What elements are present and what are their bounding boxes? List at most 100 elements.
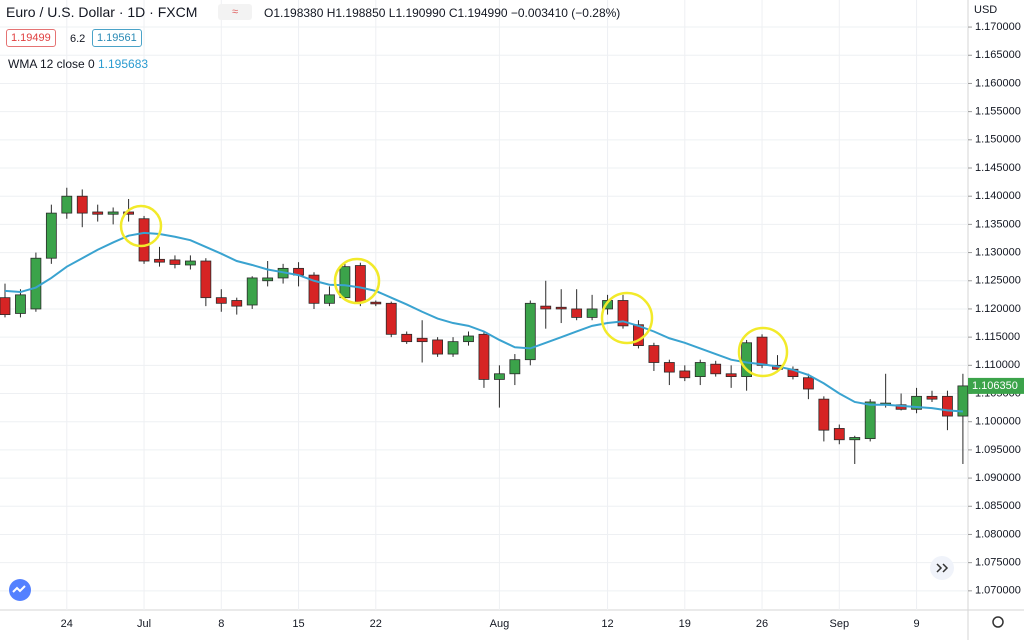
y-tick-label: 1.075000	[975, 557, 1021, 569]
candle-body	[200, 260, 212, 299]
compare-icon: ≈	[232, 6, 238, 18]
x-tick-label: Aug	[490, 618, 510, 630]
candle-body	[957, 385, 969, 417]
y-tick-label: 1.115000	[975, 331, 1020, 343]
y-tick-label: 1.145000	[975, 162, 1021, 174]
candle-body	[725, 373, 737, 377]
y-tick-label: 1.085000	[975, 500, 1021, 512]
y-tick-label: 1.120000	[975, 303, 1021, 315]
candle-body	[432, 339, 444, 355]
y-tick-label: 1.080000	[975, 528, 1021, 540]
candle-body	[617, 300, 629, 327]
candle-body	[555, 306, 567, 310]
candle-body	[123, 211, 134, 215]
x-tick-label: 24	[61, 618, 73, 630]
spread: 6.2	[70, 33, 86, 45]
indicator-value: 1.195683	[98, 57, 149, 71]
candle-body	[864, 401, 876, 440]
y-tick-label: 1.155000	[975, 106, 1021, 118]
candle-body	[447, 341, 459, 355]
y-tick-label: 1.110000	[975, 359, 1020, 371]
highlight-circle	[333, 257, 381, 305]
x-tick-label: Jul	[137, 618, 151, 630]
candle-body	[741, 342, 752, 377]
candle-body	[370, 301, 382, 305]
x-tick-label: 8	[218, 618, 224, 630]
wma-line	[4, 231, 963, 413]
last-price-tag	[968, 377, 1024, 394]
candle-body	[385, 302, 397, 335]
scroll-icon	[936, 563, 949, 573]
symbol-title: Euro / U.S. Dollar · 1D · FXCM	[6, 4, 198, 20]
candle-body	[648, 345, 660, 363]
candle-body	[215, 297, 227, 304]
candle-body	[756, 336, 768, 366]
candle-body	[107, 211, 119, 215]
y-tick-label: 1.090000	[975, 472, 1021, 484]
candle-body	[30, 257, 42, 310]
sell-button[interactable]: 1.19499	[6, 29, 56, 47]
candle-body	[184, 260, 196, 266]
candle-body	[15, 294, 26, 314]
highlight-circle	[737, 326, 789, 378]
candle-body	[308, 274, 320, 304]
y-tick-label: 1.160000	[975, 77, 1021, 89]
candle-body	[849, 437, 861, 441]
y-tick-label: 1.165000	[975, 49, 1021, 61]
candle-body	[663, 362, 675, 373]
candle-body	[169, 259, 181, 265]
candle-body	[61, 195, 73, 214]
candle-body	[154, 258, 165, 263]
candle-body	[339, 266, 351, 299]
compare-button[interactable]	[218, 4, 252, 20]
y-tick-label: 1.100000	[975, 416, 1021, 428]
x-tick-label: 22	[370, 618, 382, 630]
buy-button[interactable]: 1.19561	[92, 29, 142, 47]
currency-label: USD	[974, 4, 997, 16]
candle-body	[478, 333, 490, 380]
x-tick-label: 9	[913, 618, 919, 630]
candle-body	[679, 370, 691, 379]
candle-body	[509, 359, 521, 375]
candle-body	[911, 395, 922, 410]
candle-body	[524, 302, 536, 361]
candle-body	[401, 333, 413, 343]
x-tick-label: 19	[679, 618, 691, 630]
candle-body	[942, 395, 953, 417]
indicator-name: WMA 12 close 0	[8, 57, 95, 71]
highlight-circle	[600, 291, 654, 345]
candle-body	[571, 308, 583, 318]
candle-body	[231, 300, 243, 307]
x-tick-label: 26	[756, 618, 768, 630]
candle-body	[463, 335, 474, 343]
candle-body	[416, 337, 428, 343]
highlight-circle	[119, 204, 163, 248]
candle-body	[540, 305, 552, 310]
candle-body	[45, 212, 57, 259]
last-price-label: 1.106350	[972, 380, 1018, 392]
candle-body	[138, 218, 150, 262]
x-tick-label: 12	[601, 618, 613, 630]
x-tick-label: Sep	[830, 618, 850, 630]
y-tick-label: 1.125000	[975, 275, 1021, 287]
y-tick-label: 1.170000	[975, 21, 1021, 33]
settings-button[interactable]	[992, 616, 1004, 628]
y-tick-label: 1.150000	[975, 134, 1021, 146]
candle-body	[354, 265, 366, 303]
y-tick-label: 1.135000	[975, 218, 1021, 230]
candle-body	[493, 373, 505, 380]
candle-body	[926, 395, 938, 400]
candle-body	[324, 294, 335, 304]
x-tick-label: 15	[292, 618, 304, 630]
candle-body	[76, 195, 88, 214]
y-tick-label: 1.140000	[975, 190, 1021, 202]
candle-body	[833, 428, 845, 441]
candle-body	[246, 277, 258, 306]
candle-body	[710, 363, 722, 375]
y-tick-label: 1.130000	[975, 246, 1021, 258]
candle-body	[818, 398, 830, 431]
candle-body	[262, 277, 274, 282]
candle-body	[92, 211, 104, 215]
